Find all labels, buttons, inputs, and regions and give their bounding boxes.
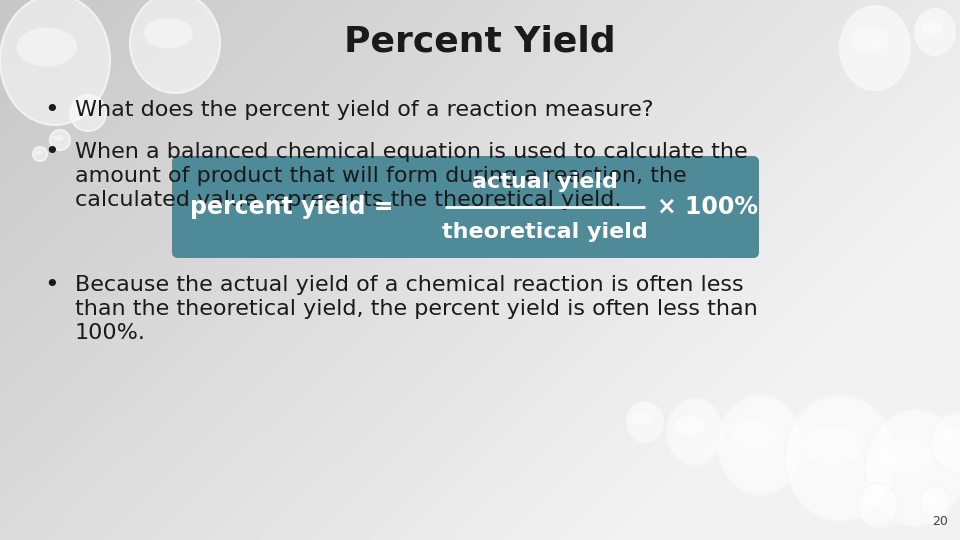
Text: •: •	[44, 98, 60, 122]
Text: than the theoretical yield, the percent yield is often less than: than the theoretical yield, the percent …	[75, 299, 757, 319]
Text: •: •	[44, 273, 60, 297]
Ellipse shape	[627, 402, 663, 442]
Ellipse shape	[718, 395, 802, 495]
Ellipse shape	[864, 494, 886, 507]
Text: •: •	[44, 140, 60, 164]
Ellipse shape	[731, 420, 777, 450]
Text: When a balanced chemical equation is used to calculate the: When a balanced chemical equation is use…	[75, 142, 748, 162]
Ellipse shape	[880, 439, 935, 474]
Text: actual yield: actual yield	[472, 172, 618, 192]
Ellipse shape	[920, 486, 950, 518]
Ellipse shape	[0, 0, 110, 125]
Ellipse shape	[924, 494, 941, 504]
Ellipse shape	[785, 395, 895, 521]
Ellipse shape	[33, 147, 47, 161]
Ellipse shape	[865, 410, 960, 526]
Ellipse shape	[915, 9, 955, 55]
Ellipse shape	[76, 104, 95, 115]
Ellipse shape	[840, 6, 910, 90]
Text: What does the percent yield of a reaction measure?: What does the percent yield of a reactio…	[75, 100, 654, 120]
Ellipse shape	[921, 21, 943, 35]
Ellipse shape	[931, 413, 960, 473]
Text: theoretical yield: theoretical yield	[443, 222, 648, 242]
Ellipse shape	[633, 412, 652, 424]
Ellipse shape	[130, 0, 220, 93]
Ellipse shape	[70, 95, 106, 131]
Ellipse shape	[667, 399, 723, 465]
Ellipse shape	[36, 151, 43, 154]
Text: 20: 20	[932, 515, 948, 528]
Text: 100%.: 100%.	[75, 323, 146, 343]
Text: amount of product that will form during a reaction, the: amount of product that will form during …	[75, 166, 686, 186]
Ellipse shape	[858, 483, 898, 527]
Ellipse shape	[53, 135, 64, 141]
Ellipse shape	[143, 18, 193, 48]
Text: × 100%: × 100%	[657, 195, 758, 219]
Text: Percent Yield: Percent Yield	[345, 25, 615, 59]
Ellipse shape	[50, 130, 70, 150]
FancyBboxPatch shape	[172, 156, 759, 258]
Text: Because the actual yield of a chemical reaction is often less: Because the actual yield of a chemical r…	[75, 275, 744, 295]
Ellipse shape	[802, 427, 862, 464]
Ellipse shape	[939, 428, 960, 446]
Text: calculated value represents the theoretical yield.: calculated value represents the theoreti…	[75, 190, 621, 210]
Text: percent yield =: percent yield =	[190, 195, 401, 219]
Ellipse shape	[16, 28, 77, 66]
Ellipse shape	[676, 415, 707, 435]
Ellipse shape	[851, 27, 889, 52]
